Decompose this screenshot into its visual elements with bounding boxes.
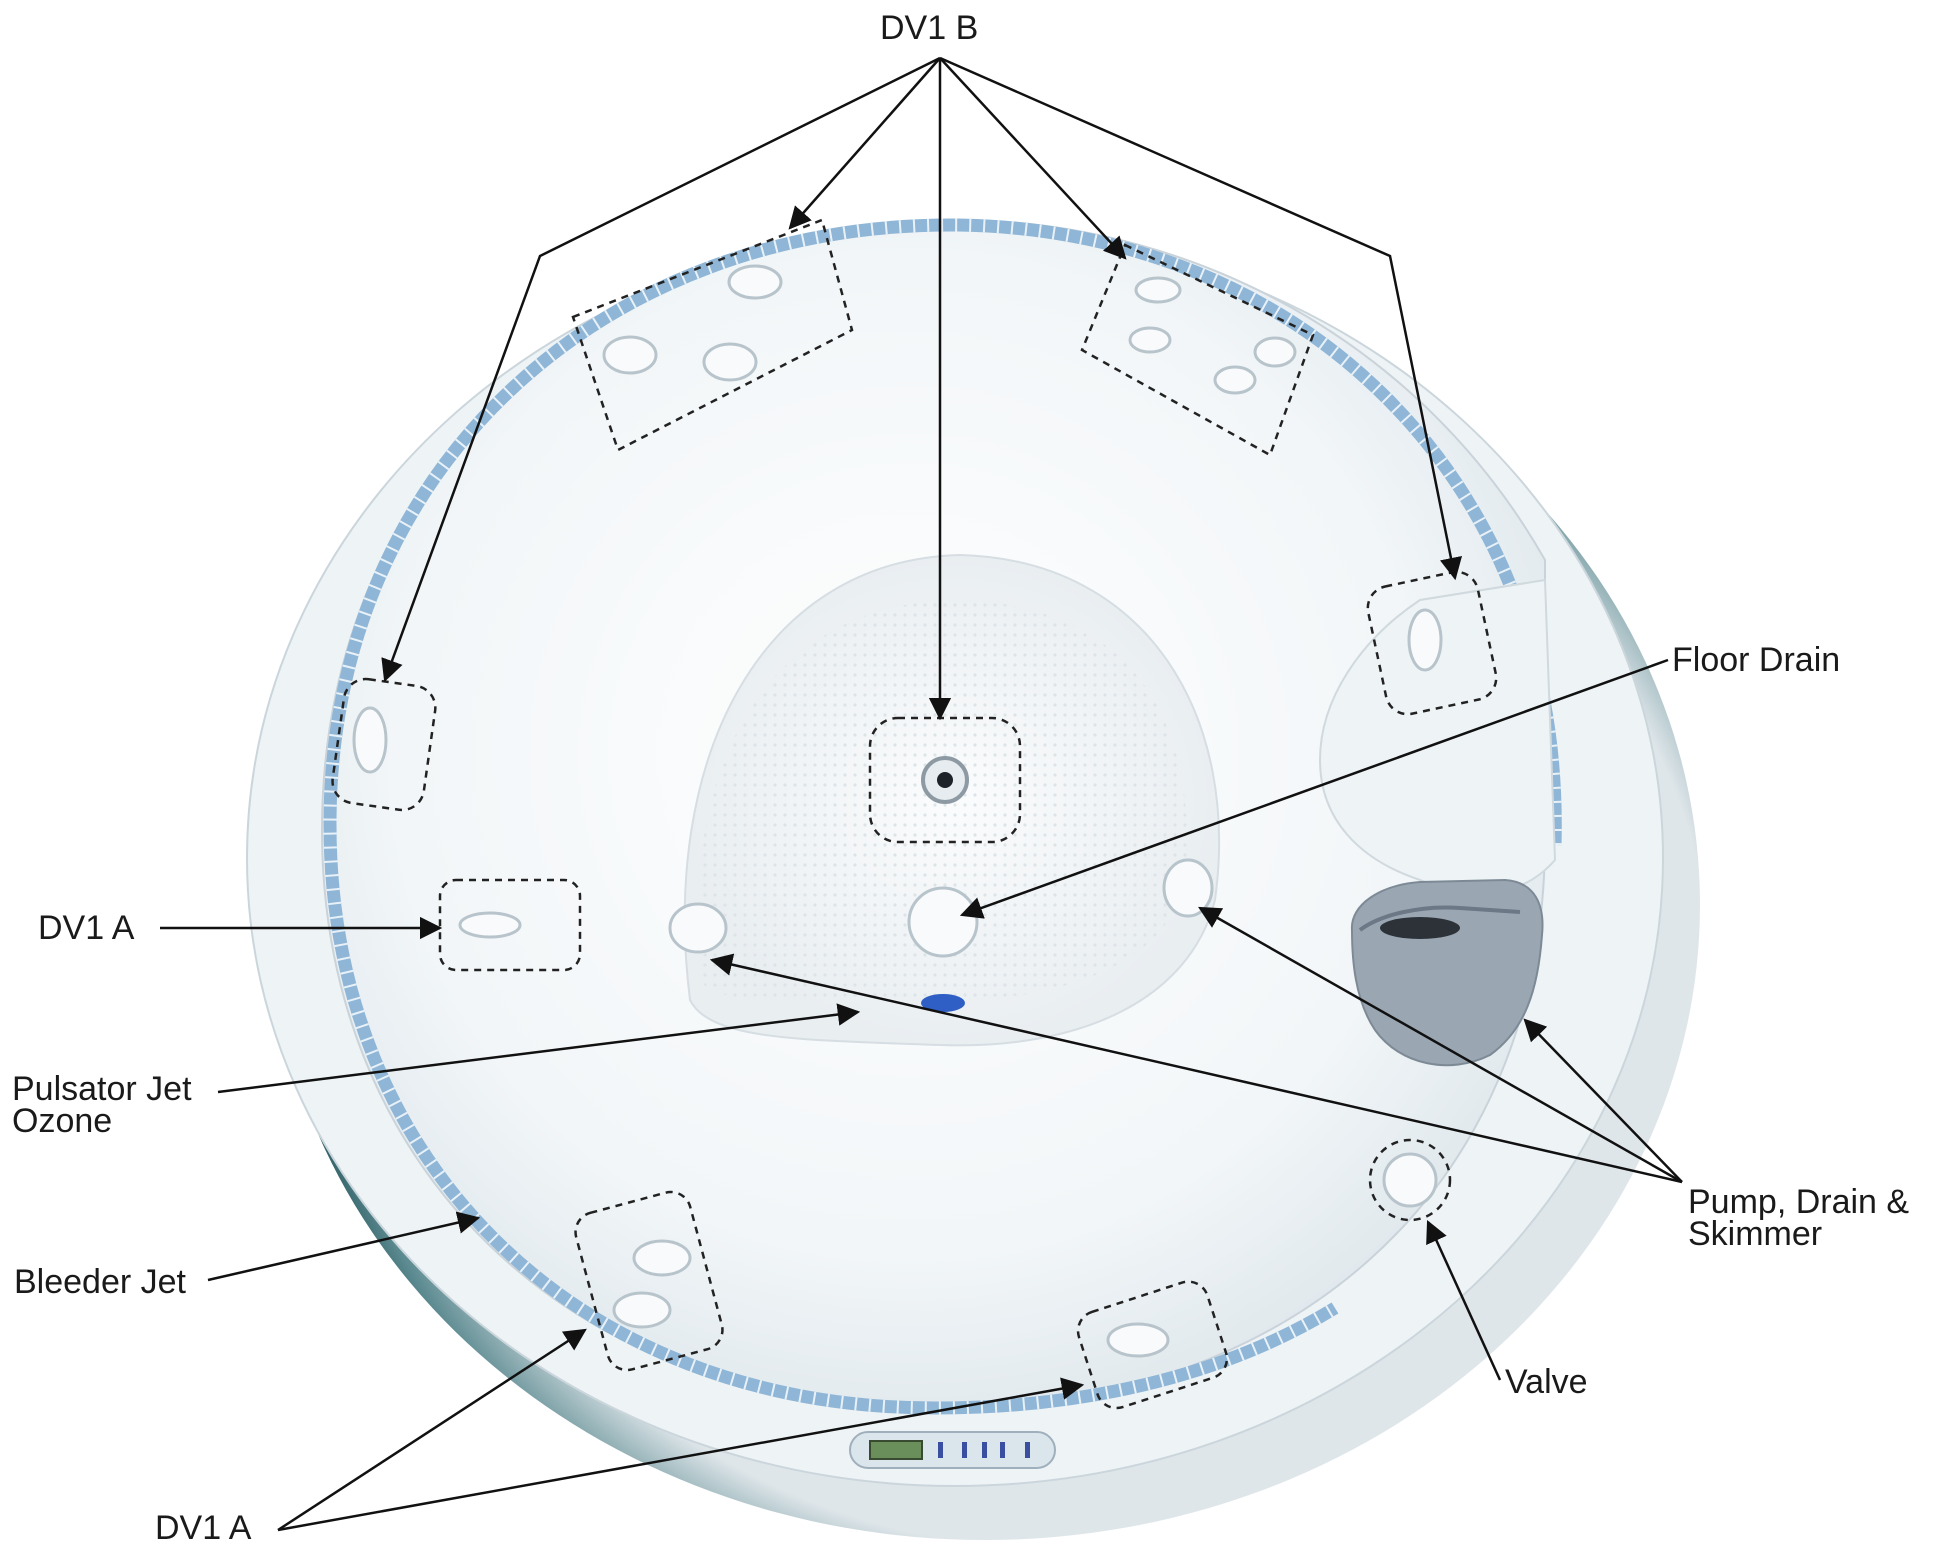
callout-dv1a-bottom-to-left — [277, 1328, 587, 1532]
jet-dv1a-bl-1 — [632, 1239, 692, 1277]
skimmer — [1350, 878, 1544, 1067]
control-button-1 — [938, 1442, 943, 1458]
jet-dv1b-tl-2 — [702, 342, 758, 382]
jet-dv1b-tr-1 — [1134, 276, 1182, 304]
jet-dv1a-bottom — [1106, 1322, 1170, 1358]
callout-dv1b-to-left — [381, 56, 941, 683]
callout-pump-to-right-jet — [1198, 906, 1683, 1184]
callout-valve — [1426, 1219, 1502, 1381]
center-jet-core — [937, 772, 953, 788]
callout-dv1a-bottom-to-right — [277, 1377, 1085, 1532]
jet-dv1b-tr-2 — [1128, 326, 1172, 354]
label-pump-drain: Pump, Drain & — [1688, 1183, 1910, 1221]
highlight-dv1b-top-right — [1080, 243, 1315, 457]
label-dv1-a-left: DV1 A — [38, 909, 135, 947]
skimmer-flap — [1380, 917, 1460, 939]
control-button-4 — [1000, 1442, 1005, 1458]
label-ozone: Ozone — [12, 1102, 113, 1140]
callout-dv1b-to-top-right — [939, 57, 1127, 260]
highlight-dv1a-bottom-left — [574, 1190, 724, 1372]
callout-dv1b-to-right — [939, 56, 1463, 581]
jet-dv1a-bl-2 — [612, 1291, 672, 1329]
control-button-5 — [1025, 1442, 1030, 1458]
jet-dv1b-tr-4 — [1253, 336, 1297, 368]
label-pulsator-jet: Pulsator Jet — [12, 1070, 192, 1108]
jet-dv1b-tl-3 — [727, 264, 783, 300]
control-button-3 — [982, 1442, 987, 1458]
highlight-dv1b-center — [868, 716, 1022, 844]
jet-dv1b-tl-1 — [602, 335, 658, 375]
callout-bleeder-jet — [207, 1211, 481, 1282]
hot-tub-illustration — [246, 218, 1700, 1540]
highlight-dv1b-top-left — [571, 218, 854, 452]
control-panel-display — [869, 1440, 923, 1460]
label-valve: Valve — [1505, 1363, 1588, 1401]
callout-pump-to-left-jet — [709, 953, 1683, 1184]
jet-dv1b-tr-3 — [1213, 365, 1257, 395]
valve — [1382, 1152, 1438, 1208]
label-bleeder-jet: Bleeder Jet — [14, 1263, 186, 1301]
jet-dv1b-left — [352, 706, 388, 774]
callout-pulsator-ozone — [217, 1003, 861, 1094]
control-panel — [849, 1431, 1056, 1469]
control-button-2 — [962, 1442, 967, 1458]
jet-dv1a-left — [458, 911, 522, 939]
floor-drain — [907, 886, 979, 958]
callout-dv1b-to-top-left — [788, 57, 941, 230]
callout-floor-drain — [959, 658, 1669, 919]
label-pump-drain-skimmer: Pump, Drain & Skimmer — [1688, 1183, 1910, 1253]
label-pulsator-ozone: Pulsator Jet Ozone — [12, 1070, 192, 1140]
jet-pump-left — [668, 902, 728, 954]
highlight-dv1a-bottom — [1076, 1280, 1229, 1410]
highlight-valve — [1368, 1138, 1452, 1222]
label-floor-drain: Floor Drain — [1672, 641, 1841, 679]
highlight-dv1b-right — [1366, 570, 1498, 716]
skimmer-opening — [1358, 905, 1521, 932]
jet-pump-right — [1162, 858, 1214, 918]
ozone-drain-plug — [921, 994, 965, 1012]
callout-pump-to-skimmer — [1523, 1018, 1683, 1183]
label-dv1-a-bottom: DV1 A — [155, 1509, 252, 1547]
highlight-dv1b-left — [331, 677, 437, 812]
label-skimmer: Skimmer — [1688, 1215, 1823, 1253]
label-dv1-b: DV1 B — [880, 9, 979, 47]
jet-dv1b-right — [1407, 608, 1443, 672]
